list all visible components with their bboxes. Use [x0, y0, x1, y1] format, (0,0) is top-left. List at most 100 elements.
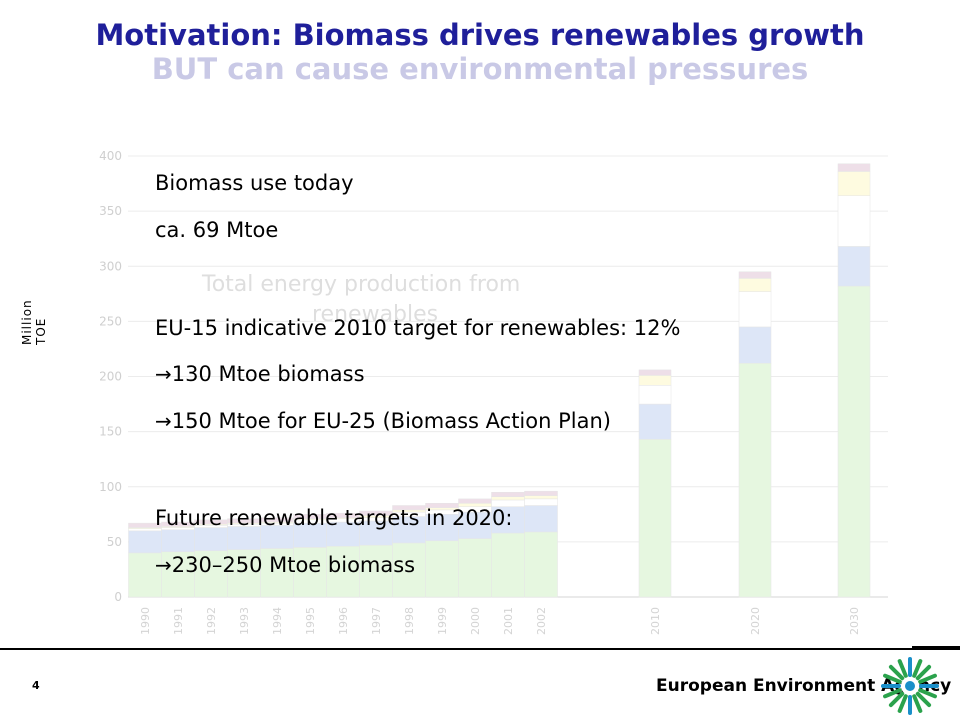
y-tick-label: 100: [99, 480, 122, 494]
x-axis-ticks: 1990 1991 1992 1993 1994 1995 1996 1997 1998 1999…: [139, 607, 861, 635]
y-tick-label: 200: [99, 370, 122, 384]
bar-segment: [837, 246, 871, 287]
bar-segment: [638, 375, 672, 386]
logo-ray: [888, 664, 905, 681]
x-tick-label: 1994: [271, 607, 284, 635]
bar-segment: [638, 369, 672, 376]
bar-segment: [293, 547, 327, 598]
bar-segment: [738, 291, 772, 328]
bar-segment: [638, 439, 672, 598]
bar-segment: [227, 549, 261, 598]
bar-segment: [738, 271, 772, 279]
x-tick-label: 1992: [205, 607, 218, 635]
y-tick-label: 300: [99, 259, 122, 273]
arrow-right-icon: →: [155, 553, 172, 577]
logo-ray: [918, 688, 937, 699]
x-tick-label: 1991: [172, 607, 185, 635]
logo-ray: [883, 673, 902, 684]
bar-segment: [738, 363, 772, 598]
future-targets-text: Future renewable targets in 2020:: [155, 506, 513, 530]
faded-chart-title-1: Total energy production from: [202, 272, 521, 297]
bar-segment: [458, 498, 492, 504]
logo-ray: [888, 691, 905, 708]
faded-chart-title-2: renewables: [312, 302, 439, 327]
bar-segment: [837, 285, 871, 598]
future-biomass-line: →230–250 Mtoe biomass: [155, 553, 415, 577]
logo-ray: [897, 659, 908, 678]
bar-segment: [638, 385, 672, 405]
y-tick-label: 0: [114, 590, 122, 604]
x-tick-label: 1995: [304, 607, 317, 635]
logo-ray: [915, 664, 932, 681]
page-number: 4: [32, 679, 40, 692]
future-biomass-text: 230–250 Mtoe biomass: [171, 553, 416, 577]
bar-segment: [837, 171, 871, 196]
logo-ray: [918, 673, 937, 684]
eea-logo-icon: [881, 657, 939, 715]
x-tick-label: 1998: [403, 607, 416, 635]
agency-name: European Environment Agency: [656, 676, 952, 696]
x-tick-label: 1999: [436, 607, 449, 635]
bar-segment: [524, 490, 558, 496]
bar-segment: [491, 532, 525, 598]
y-axis-ticks: 0 50 100 150 200 250 300 350 400: [99, 149, 122, 604]
footer-divider: [0, 648, 960, 650]
biomass-today-label: Biomass use today: [155, 171, 354, 195]
biomass-today-value: ca. 69 Mtoe: [155, 218, 279, 242]
bar-segment: [326, 521, 360, 547]
bar-segment: [491, 492, 525, 497]
y-tick-label: 50: [107, 535, 122, 549]
title-line-1: Motivation: Biomass drives renewables gr…: [95, 18, 865, 52]
bar-segment: [837, 195, 871, 247]
arrow-right-icon: →: [155, 409, 172, 433]
y-tick-label: 350: [99, 204, 122, 218]
bar-segment: [194, 550, 228, 598]
bar-segment: [458, 511, 492, 539]
slide-title: Motivation: Biomass drives renewables gr…: [0, 18, 960, 86]
bar-segment: [161, 551, 195, 598]
bar-segment: [458, 538, 492, 598]
bar-segment: [392, 516, 426, 544]
bar-segment: [128, 552, 162, 598]
x-tick-label: 2000: [469, 607, 482, 635]
bar-segment: [359, 520, 393, 546]
bar-segment: [128, 530, 162, 554]
logo-ray: [883, 688, 902, 699]
x-tick-label: 1990: [139, 607, 152, 635]
bar-segment: [359, 544, 393, 598]
bar-segment: [293, 522, 327, 548]
title-line-2: BUT can cause environmental pressures: [151, 52, 809, 86]
logo-ray: [897, 694, 908, 713]
y-tick-label: 150: [99, 425, 122, 439]
bar-segment: [524, 495, 558, 500]
logo-ray: [912, 694, 923, 713]
bar-segment: [260, 548, 294, 598]
bar-segment: [194, 527, 228, 551]
chart-bars: [128, 163, 871, 598]
x-tick-label: 2001: [502, 607, 515, 635]
y-tick-label: 250: [99, 314, 122, 328]
bar-segment: [425, 540, 459, 598]
x-tick-label: 1996: [337, 607, 350, 635]
bar-segment: [738, 326, 772, 364]
eu15-biomass-line: →130 Mtoe biomass: [155, 362, 365, 386]
x-tick-label: 1997: [370, 607, 383, 635]
logo-ray: [915, 691, 932, 708]
x-tick-label: 2020: [749, 607, 762, 635]
arrow-right-icon: →: [155, 362, 172, 386]
bar-segment: [491, 496, 525, 501]
eu25-biomass-line: →150 Mtoe for EU-25 (Biomass Action Plan…: [155, 409, 611, 433]
bar-segment: [738, 278, 772, 292]
eu15-target-text: EU-15 indicative 2010 target for renewab…: [155, 316, 681, 340]
bar-segment: [491, 506, 525, 534]
eu25-biomass-text: 150 Mtoe for EU-25 (Biomass Action Plan): [171, 409, 611, 433]
bar-segment: [524, 531, 558, 598]
bar-segment: [524, 498, 558, 506]
bar-segment: [837, 163, 871, 172]
eu15-biomass-text: 130 Mtoe biomass: [171, 362, 365, 386]
x-tick-label: 1993: [238, 607, 251, 635]
y-axis-title: Million TOE: [20, 299, 48, 345]
bar-segment: [638, 403, 672, 440]
x-tick-label: 2002: [535, 607, 548, 635]
